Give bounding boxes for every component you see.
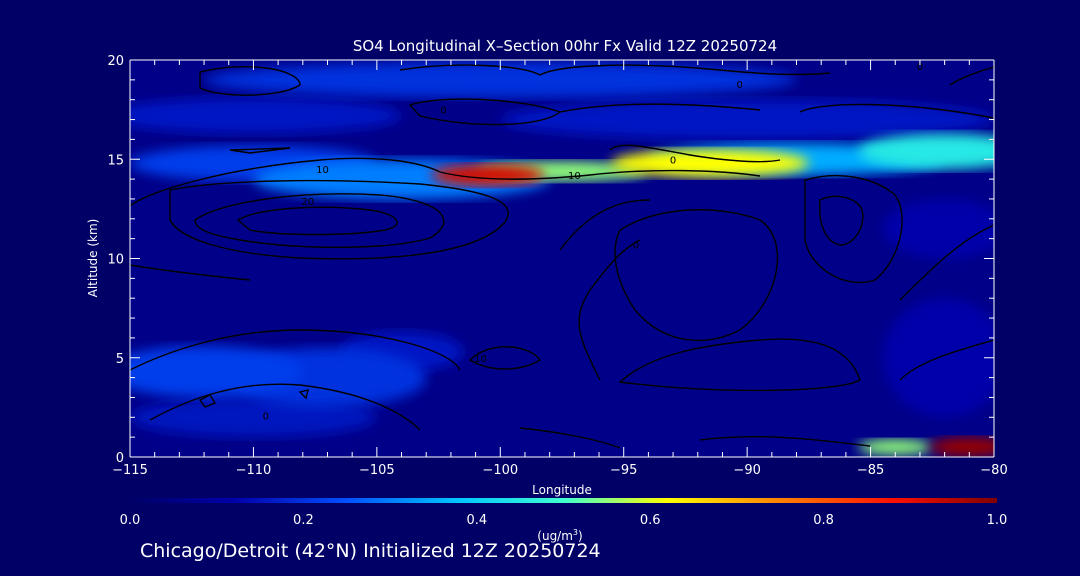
concentration-blob-14 <box>858 439 933 456</box>
concentration-blob-17 <box>929 437 994 457</box>
colorbar-units-main: (ug/m <box>537 529 573 543</box>
so4-concentration-field <box>130 61 994 457</box>
contour-label-3: 0 <box>737 80 743 91</box>
contour-lines <box>130 64 994 449</box>
contour-label-6: 0 <box>917 62 923 73</box>
concentration-blob-9 <box>130 345 303 398</box>
y-tick-label: 5 <box>116 352 124 367</box>
concentration-blob-12 <box>858 133 994 170</box>
colorbar-tick-label: 0.0 <box>120 513 141 528</box>
colorbar-units: (ug/m3) <box>537 528 582 543</box>
x-tick-label: −85 <box>857 463 884 478</box>
contour-labels: 10 20 0 0 10 0 0 0 10 0 <box>263 62 924 422</box>
y-axis: 0 5 10 15 20 <box>107 54 995 466</box>
colorbar-units-superscript: 3 <box>573 528 578 537</box>
x-tick-label: −80 <box>980 463 1007 478</box>
colorbar-ticks: 0.0 0.2 0.4 0.6 0.8 1.0 <box>120 513 1008 528</box>
colorbar-tick-label: 0.2 <box>293 513 314 528</box>
y-tick-label: 0 <box>116 451 124 466</box>
colorbar-tick-label: 0.4 <box>466 513 487 528</box>
contour-label-4: 10 <box>568 171 581 182</box>
x-axis: −115 −110 −105 −100 −95 −90 −85 −80 <box>112 59 1008 478</box>
concentration-blob-2 <box>130 397 377 438</box>
colorbar-tick-label: 1.0 <box>987 513 1008 528</box>
concentration-blob-3 <box>500 99 994 140</box>
y-tick-label: 20 <box>107 54 124 69</box>
annotation-caption: Chicago/Detroit (42°N) Initialized 12Z 2… <box>140 540 601 562</box>
x-tick-label: −100 <box>482 463 518 478</box>
contour-label-7: 0 <box>633 241 639 252</box>
colorbar <box>130 498 997 503</box>
contour-label-9: 0 <box>263 411 269 422</box>
concentration-blob-0 <box>882 198 994 259</box>
colorbar-tick-label: 0.8 <box>813 513 834 528</box>
colorbar-tick-label: 0.6 <box>640 513 661 528</box>
y-tick-label: 15 <box>107 153 124 168</box>
x-tick-label: −95 <box>610 463 637 478</box>
x-axis-label: Longitude <box>532 483 592 497</box>
concentration-blob-6 <box>204 61 797 98</box>
contour-label-1: 20 <box>301 197 314 208</box>
contour-label-0: 10 <box>316 165 329 176</box>
contour-label-5: 0 <box>670 155 676 166</box>
x-tick-label: −110 <box>236 463 272 478</box>
chart-title: SO4 Longitudinal X–Section 00hr Fx Valid… <box>353 37 777 55</box>
concentration-blob-16 <box>431 164 545 187</box>
concentration-blob-15 <box>611 149 809 178</box>
y-axis-label: Altitude (km) <box>86 219 100 298</box>
x-tick-label: −90 <box>733 463 760 478</box>
concentration-blob-4 <box>130 97 402 134</box>
x-tick-label: −115 <box>112 463 148 478</box>
x-tick-label: −105 <box>359 463 395 478</box>
y-tick-label: 10 <box>107 253 124 268</box>
contour-label-8: 10 <box>474 354 487 365</box>
colorbar-units-close: ) <box>578 529 583 543</box>
contour-label-2: 0 <box>440 106 446 117</box>
